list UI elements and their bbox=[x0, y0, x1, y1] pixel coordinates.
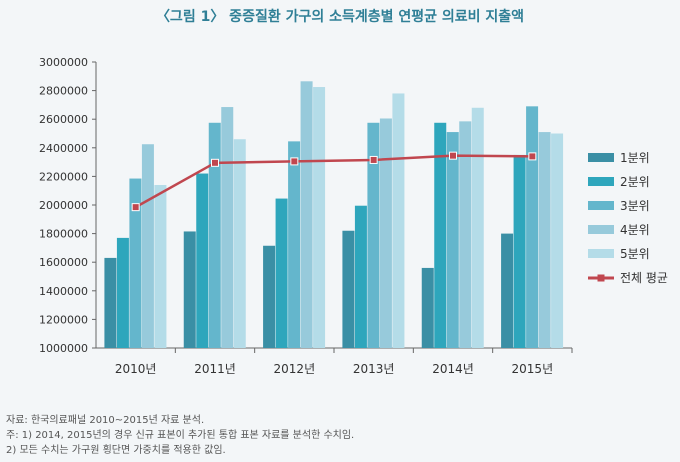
legend-label: 4분위 bbox=[620, 223, 650, 237]
note-source: 자료: 한국의료패널 2010~2015년 자료 분석. bbox=[6, 415, 205, 426]
y-tick-label: 1400000 bbox=[39, 285, 88, 298]
bar bbox=[434, 122, 447, 349]
bar bbox=[421, 267, 434, 348]
bar bbox=[116, 237, 129, 348]
legend-swatch bbox=[588, 249, 614, 258]
y-tick-label: 2600000 bbox=[39, 113, 88, 126]
bar bbox=[342, 230, 355, 348]
bar bbox=[300, 81, 313, 349]
average-marker bbox=[290, 157, 299, 166]
chart-title: 〈그림 1〉 중증질환 가구의 소득계층별 연평균 의료비 지출액 bbox=[155, 9, 525, 25]
bar bbox=[141, 144, 154, 348]
bar bbox=[459, 121, 472, 348]
bar bbox=[471, 107, 484, 348]
bar bbox=[288, 141, 301, 348]
bar bbox=[154, 184, 167, 348]
legend-label: 1분위 bbox=[620, 151, 650, 165]
bar bbox=[263, 245, 276, 348]
bar bbox=[446, 132, 459, 348]
bar bbox=[392, 93, 405, 349]
bars bbox=[104, 81, 564, 349]
bar bbox=[275, 198, 288, 348]
bar bbox=[354, 205, 367, 348]
bar bbox=[313, 87, 326, 349]
bar bbox=[551, 133, 564, 348]
y-axis: 1000000 1200000 1400000 1600000 1800000 20000… bbox=[39, 56, 97, 355]
x-tick-label: 2011년 bbox=[194, 362, 236, 376]
y-tick-label: 1000000 bbox=[39, 342, 88, 355]
legend-label: 5분위 bbox=[620, 247, 650, 261]
bar bbox=[513, 154, 526, 348]
y-tick-label: 2000000 bbox=[39, 199, 88, 212]
x-tick-label: 2010년 bbox=[115, 362, 157, 376]
average-line bbox=[131, 151, 537, 212]
average-marker bbox=[211, 158, 219, 167]
y-tick-label: 2800000 bbox=[39, 85, 88, 98]
bar bbox=[196, 173, 209, 348]
average-marker bbox=[449, 151, 457, 160]
y-tick-label: 2400000 bbox=[39, 142, 88, 155]
average-line-path bbox=[135, 154, 533, 209]
bar bbox=[538, 132, 551, 348]
legend-swatch bbox=[588, 153, 614, 162]
legend-swatch bbox=[588, 177, 614, 186]
y-tick-label: 1200000 bbox=[39, 313, 88, 326]
notes: 자료: 한국의료패널 2010~2015년 자료 분석. 주: 1) 2014,… bbox=[6, 413, 666, 458]
chart: 1000000 1200000 1400000 1600000 1800000 20000… bbox=[39, 56, 668, 376]
legend-marker bbox=[597, 274, 605, 282]
legend-swatch bbox=[588, 201, 614, 210]
legend-label: 2분위 bbox=[620, 175, 650, 189]
bar bbox=[379, 118, 392, 348]
bar bbox=[501, 233, 514, 348]
note-2: 2) 모든 수치는 가구원 횡단면 가중치를 적용한 값임. bbox=[6, 445, 226, 456]
note-1: 주: 1) 2014, 2015년의 경우 신규 표본이 추가된 통합 표본 자… bbox=[6, 430, 355, 441]
x-tick-label: 2013년 bbox=[353, 362, 395, 376]
y-tick-label: 2200000 bbox=[39, 170, 88, 183]
y-tick-label: 3000000 bbox=[39, 56, 88, 69]
average-marker bbox=[131, 203, 140, 212]
bar bbox=[104, 257, 117, 348]
bar bbox=[367, 122, 380, 349]
legend-label: 전체 평균 bbox=[620, 271, 668, 285]
y-tick-label: 1800000 bbox=[39, 228, 88, 241]
x-tick-label: 2012년 bbox=[274, 362, 316, 376]
bar bbox=[221, 107, 234, 348]
bar bbox=[129, 178, 142, 348]
x-tick-label: 2014년 bbox=[432, 362, 474, 376]
legend-swatch bbox=[588, 225, 614, 234]
bar bbox=[526, 106, 539, 348]
y-tick-label: 1600000 bbox=[39, 256, 88, 269]
legend-label: 3분위 bbox=[620, 199, 650, 213]
x-tick-label: 2015년 bbox=[512, 362, 554, 376]
average-marker bbox=[369, 155, 378, 164]
bar bbox=[183, 231, 196, 348]
average-marker bbox=[528, 152, 537, 161]
bar bbox=[233, 139, 246, 348]
bar bbox=[208, 122, 221, 349]
x-axis: 2010년 2011년 2012년 2013년 2014년 2015년 bbox=[96, 347, 573, 376]
